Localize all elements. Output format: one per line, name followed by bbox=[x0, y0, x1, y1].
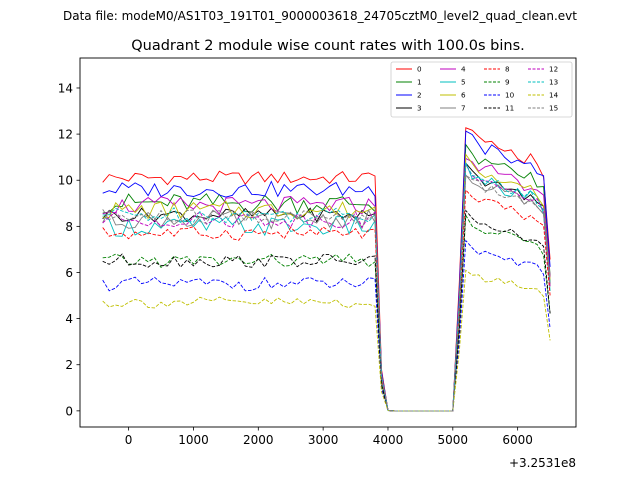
y-tick-label: 4 bbox=[65, 312, 73, 326]
legend-label-0: 0 bbox=[417, 65, 422, 74]
chart-title: Quadrant 2 module wise count rates with … bbox=[131, 38, 525, 54]
series-line-10 bbox=[102, 239, 551, 412]
legend-label-3: 3 bbox=[417, 104, 422, 113]
x-tick-label: 2000 bbox=[243, 433, 274, 447]
legend-label-4: 4 bbox=[461, 65, 466, 74]
y-tick-label: 14 bbox=[58, 81, 73, 95]
series-line-4 bbox=[102, 157, 551, 412]
x-tick-label: 0 bbox=[125, 433, 133, 447]
series-line-14 bbox=[102, 269, 551, 412]
legend-label-11: 11 bbox=[505, 104, 514, 113]
x-offset-label: +3.2531e8 bbox=[509, 456, 576, 470]
x-axis-ticks: 0 1000 2000 3000 4000 5000 6000 bbox=[125, 427, 533, 447]
series-line-12 bbox=[102, 162, 551, 412]
y-tick-label: 12 bbox=[58, 128, 73, 142]
y-tick-label: 10 bbox=[58, 174, 73, 188]
series-line-6 bbox=[102, 153, 551, 412]
legend-label-14: 14 bbox=[549, 91, 559, 100]
series-line-2 bbox=[102, 130, 551, 412]
legend-label-15: 15 bbox=[549, 104, 558, 113]
series-line-9 bbox=[102, 213, 551, 412]
x-tick-label: 1000 bbox=[178, 433, 209, 447]
x-tick-label: 6000 bbox=[502, 433, 533, 447]
y-tick-label: 0 bbox=[65, 404, 73, 418]
legend-label-5: 5 bbox=[461, 78, 466, 87]
legend-label-9: 9 bbox=[505, 78, 510, 87]
x-tick-label: 5000 bbox=[438, 433, 469, 447]
legend-label-10: 10 bbox=[505, 91, 515, 100]
series-line-15 bbox=[102, 174, 551, 412]
series-line-0 bbox=[102, 127, 551, 412]
plot-frame bbox=[79, 57, 577, 428]
series-line-8 bbox=[102, 188, 551, 412]
y-tick-label: 8 bbox=[65, 220, 73, 234]
legend-label-13: 13 bbox=[549, 78, 558, 87]
series-line-13 bbox=[102, 162, 551, 412]
y-tick-label: 6 bbox=[65, 266, 73, 280]
chart-suptitle: Data file: modeM0/AS1T03_191T01_90000036… bbox=[63, 9, 577, 23]
legend-label-1: 1 bbox=[417, 78, 422, 87]
legend-label-6: 6 bbox=[461, 91, 466, 100]
legend-label-8: 8 bbox=[505, 65, 510, 74]
legend-box bbox=[390, 61, 573, 118]
legend-label-2: 2 bbox=[417, 91, 422, 100]
series-line-7 bbox=[102, 173, 551, 412]
x-tick-label: 3000 bbox=[308, 433, 339, 447]
y-axis-ticks: 0 2 4 6 8 10 12 14 bbox=[58, 81, 80, 418]
series-line-11 bbox=[102, 209, 551, 412]
series-line-1 bbox=[102, 143, 551, 412]
legend-label-12: 12 bbox=[549, 65, 558, 74]
y-tick-label: 2 bbox=[65, 358, 73, 372]
legend-label-7: 7 bbox=[461, 104, 466, 113]
x-tick-label: 4000 bbox=[373, 433, 404, 447]
series-lines bbox=[102, 127, 551, 412]
